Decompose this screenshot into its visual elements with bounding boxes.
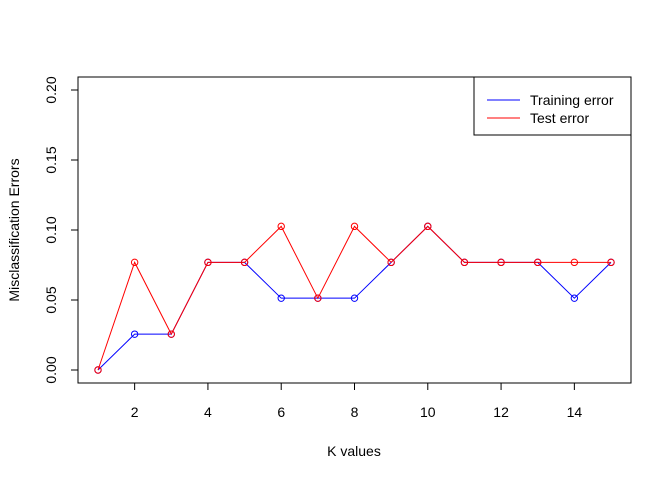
legend-label-training-error: Training error bbox=[530, 92, 614, 108]
data-point-test-error bbox=[424, 222, 432, 231]
y-axis: 0.00 0.05 0.10 0.15 0.20 bbox=[43, 76, 79, 384]
data-point-test-error bbox=[497, 258, 505, 267]
data-point-training-error bbox=[130, 330, 139, 338]
data-point-training-error bbox=[350, 294, 359, 302]
x-tick-label: 10 bbox=[420, 404, 436, 420]
y-tick-label: 0.15 bbox=[43, 146, 59, 173]
series-layer bbox=[94, 222, 615, 374]
data-point-test-error bbox=[460, 258, 469, 267]
series-training-error bbox=[94, 222, 615, 374]
data-point-test-error bbox=[534, 258, 542, 267]
y-tick-label: 0.05 bbox=[43, 286, 59, 313]
data-point-test-error bbox=[204, 258, 212, 267]
legend: Training error Test error bbox=[473, 76, 632, 136]
x-tick-label: 12 bbox=[493, 404, 509, 420]
x-axis: 2 4 6 8 10 12 14 bbox=[131, 382, 583, 420]
data-point-training-error bbox=[570, 294, 579, 302]
series-line-test-error bbox=[97, 225, 611, 371]
y-tick-label: 0.10 bbox=[43, 216, 59, 243]
data-point-test-error bbox=[167, 330, 175, 338]
data-point-test-error bbox=[130, 258, 139, 267]
data-point-test-error bbox=[314, 294, 322, 302]
x-tick-label: 14 bbox=[567, 404, 583, 420]
data-point-test-error bbox=[94, 366, 102, 374]
x-tick-label: 4 bbox=[204, 404, 212, 420]
x-tick-label: 8 bbox=[351, 404, 359, 420]
x-axis-title: K values bbox=[327, 443, 381, 459]
y-axis-title: Misclassification Errors bbox=[6, 158, 22, 301]
data-point-training-error bbox=[277, 294, 285, 302]
data-point-test-error bbox=[570, 258, 579, 267]
legend-box bbox=[473, 76, 632, 136]
data-point-test-error bbox=[387, 258, 395, 267]
y-tick-label: 0.20 bbox=[43, 76, 59, 103]
x-tick-label: 2 bbox=[131, 404, 139, 420]
data-point-test-error bbox=[240, 258, 249, 267]
data-point-test-error bbox=[277, 222, 285, 231]
series-test-error bbox=[94, 222, 615, 374]
y-tick-label: 0.00 bbox=[43, 356, 59, 383]
legend-label-test-error: Test error bbox=[530, 110, 589, 126]
x-tick-label: 6 bbox=[277, 404, 285, 420]
series-line-training-error bbox=[97, 225, 612, 371]
data-point-test-error bbox=[350, 222, 359, 231]
data-point-test-error bbox=[607, 258, 615, 267]
